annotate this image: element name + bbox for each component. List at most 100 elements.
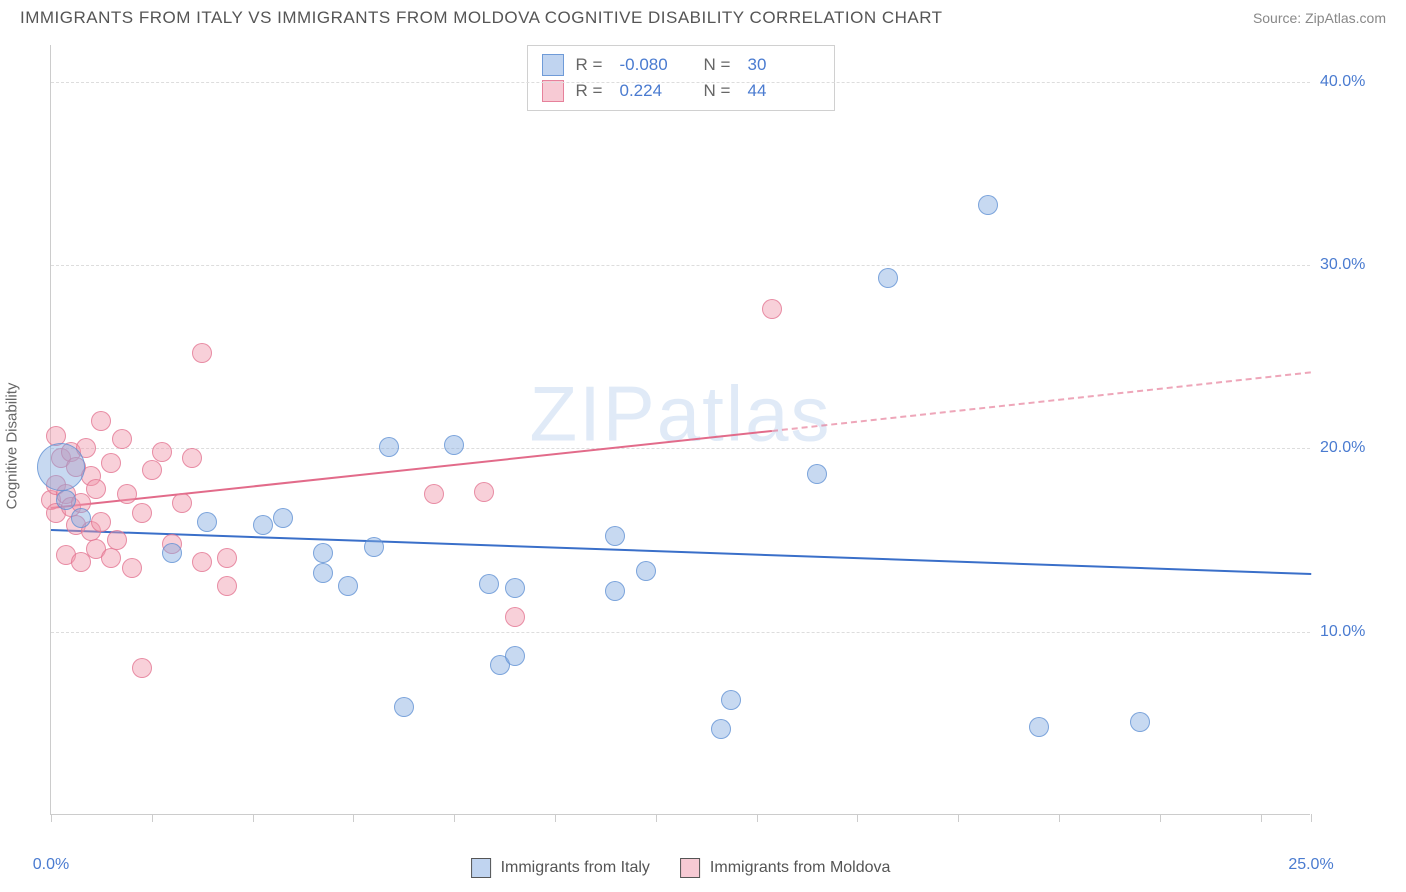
data-point-italy [505,578,525,598]
data-point-moldova [192,552,212,572]
gridline [51,265,1310,266]
legend-label: Immigrants from Moldova [710,859,891,877]
data-point-italy [394,697,414,717]
data-point-moldova [474,482,494,502]
xtick [1059,814,1060,822]
data-point-italy [313,563,333,583]
legend-item-italy: Immigrants from Italy [471,858,650,878]
data-point-italy [605,526,625,546]
swatch-icon [471,858,491,878]
xtick [454,814,455,822]
data-point-italy [636,561,656,581]
gridline [51,82,1310,83]
ytick-label: 40.0% [1320,73,1380,91]
r-label: R = [576,55,608,75]
data-point-italy [162,543,182,563]
legend-row-italy: R = -0.080 N = 30 [542,52,820,78]
data-point-italy [711,719,731,739]
xtick [152,814,153,822]
data-point-italy [721,690,741,710]
data-point-moldova [91,512,111,532]
data-point-italy [253,515,273,535]
data-point-italy [197,512,217,532]
data-point-moldova [505,607,525,627]
ytick-label: 20.0% [1320,439,1380,457]
data-point-moldova [217,548,237,568]
data-point-italy [313,543,333,563]
xtick [1160,814,1161,822]
data-point-moldova [192,343,212,363]
chart-title: IMMIGRANTS FROM ITALY VS IMMIGRANTS FROM… [20,8,943,28]
xtick [51,814,52,822]
watermark: ZIPatlas [529,369,831,460]
data-point-moldova [152,442,172,462]
source-label: Source: ZipAtlas.com [1253,10,1386,26]
trend-line-italy [51,529,1311,575]
data-point-italy [37,443,85,491]
data-point-moldova [91,411,111,431]
xtick-label: 0.0% [33,856,69,874]
data-point-italy [978,195,998,215]
legend-label: Immigrants from Italy [501,859,650,877]
n-label: N = [704,81,736,101]
n-value: 44 [748,81,820,101]
data-point-italy [1130,712,1150,732]
data-point-moldova [132,658,152,678]
data-point-italy [56,490,76,510]
legend-item-moldova: Immigrants from Moldova [680,858,891,878]
xtick [1311,814,1312,822]
chart-header: IMMIGRANTS FROM ITALY VS IMMIGRANTS FROM… [0,0,1406,32]
xtick [253,814,254,822]
data-point-moldova [217,576,237,596]
data-point-moldova [107,530,127,550]
data-point-moldova [762,299,782,319]
xtick [757,814,758,822]
n-label: N = [704,55,736,75]
data-point-moldova [101,548,121,568]
data-point-moldova [86,479,106,499]
data-point-moldova [182,448,202,468]
data-point-italy [338,576,358,596]
data-point-italy [807,464,827,484]
xtick [857,814,858,822]
data-point-moldova [122,558,142,578]
data-point-italy [364,537,384,557]
y-axis-label: Cognitive Disability [4,383,21,510]
data-point-moldova [142,460,162,480]
swatch-icon [542,54,564,76]
trend-line-moldova-dashed [772,371,1311,432]
swatch-icon [542,80,564,102]
data-point-moldova [132,503,152,523]
xtick [353,814,354,822]
data-point-italy [479,574,499,594]
xtick-label: 25.0% [1288,856,1333,874]
gridline [51,448,1310,449]
data-point-moldova [117,484,137,504]
data-point-moldova [112,429,132,449]
gridline [51,632,1310,633]
r-value: 0.224 [620,81,692,101]
data-point-italy [1029,717,1049,737]
data-point-italy [505,646,525,666]
data-point-italy [273,508,293,528]
data-point-italy [878,268,898,288]
data-point-italy [605,581,625,601]
ytick-label: 10.0% [1320,623,1380,641]
r-label: R = [576,81,608,101]
data-point-moldova [172,493,192,513]
data-point-italy [444,435,464,455]
correlation-legend: R = -0.080 N = 30 R = 0.224 N = 44 [527,45,835,111]
data-point-moldova [101,453,121,473]
data-point-moldova [424,484,444,504]
ytick-label: 30.0% [1320,256,1380,274]
scatter-chart: ZIPatlas R = -0.080 N = 30 R = 0.224 N =… [50,45,1310,815]
data-point-italy [379,437,399,457]
xtick [958,814,959,822]
series-legend: Immigrants from Italy Immigrants from Mo… [471,858,891,878]
n-value: 30 [748,55,820,75]
data-point-italy [71,508,91,528]
r-value: -0.080 [620,55,692,75]
xtick [555,814,556,822]
xtick [656,814,657,822]
swatch-icon [680,858,700,878]
